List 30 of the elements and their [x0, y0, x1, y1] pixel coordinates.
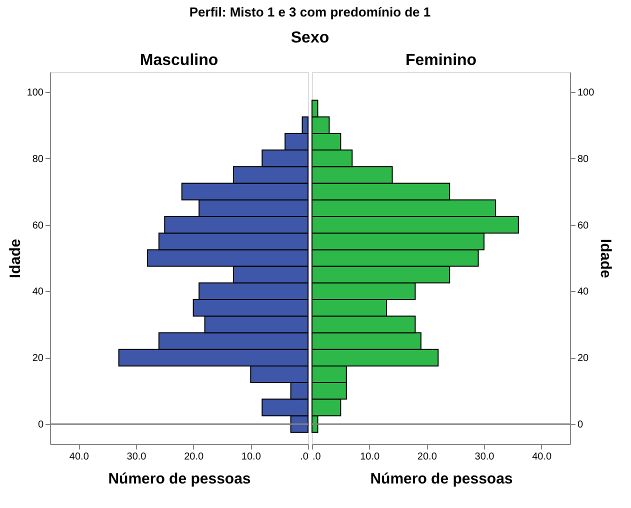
x-tick-label: 30.0 — [126, 452, 147, 462]
x-tick-label: 20.0 — [184, 452, 204, 462]
y-tick-label: 60 — [578, 220, 590, 232]
y-tick-label: 40 — [578, 286, 590, 298]
y-tick-label: 0 — [38, 420, 44, 431]
y-tick-label: 80 — [578, 154, 590, 165]
y-tick-label: 20 — [578, 353, 590, 364]
y-axis-title: Idade — [597, 238, 614, 278]
text: Sexo — [290, 30, 330, 46]
chart-title: Feminino — [405, 52, 477, 69]
y-tick-label: 20 — [32, 353, 44, 364]
y-axis-title: Idade — [6, 238, 24, 278]
y-tick-label: 80 — [32, 154, 44, 165]
x-tick-label: .0 — [312, 452, 322, 462]
y-tick-label: 100 — [26, 87, 44, 98]
y-tick-label: 0 — [578, 420, 584, 431]
x-axis-title: Número de pessoas — [108, 470, 251, 488]
chart-title: Masculino — [140, 52, 218, 69]
x-tick-label: .0 — [300, 452, 309, 462]
x-tick-label: 40.0 — [532, 452, 552, 462]
x-axis-title: Número de pessoas — [370, 470, 513, 488]
text: Perfil: Misto 1 e 3 com predomínio de 1 — [189, 4, 431, 20]
y-tick-label: 40 — [32, 286, 44, 298]
y-tick-label: 100 — [578, 87, 595, 98]
x-tick-label: 10.0 — [360, 452, 380, 462]
x-tick-label: 10.0 — [241, 452, 262, 462]
x-tick-label: 30.0 — [474, 452, 495, 462]
x-tick-label: 40.0 — [69, 452, 90, 462]
y-tick-label: 60 — [32, 220, 44, 232]
x-tick-label: 20.0 — [417, 452, 438, 462]
